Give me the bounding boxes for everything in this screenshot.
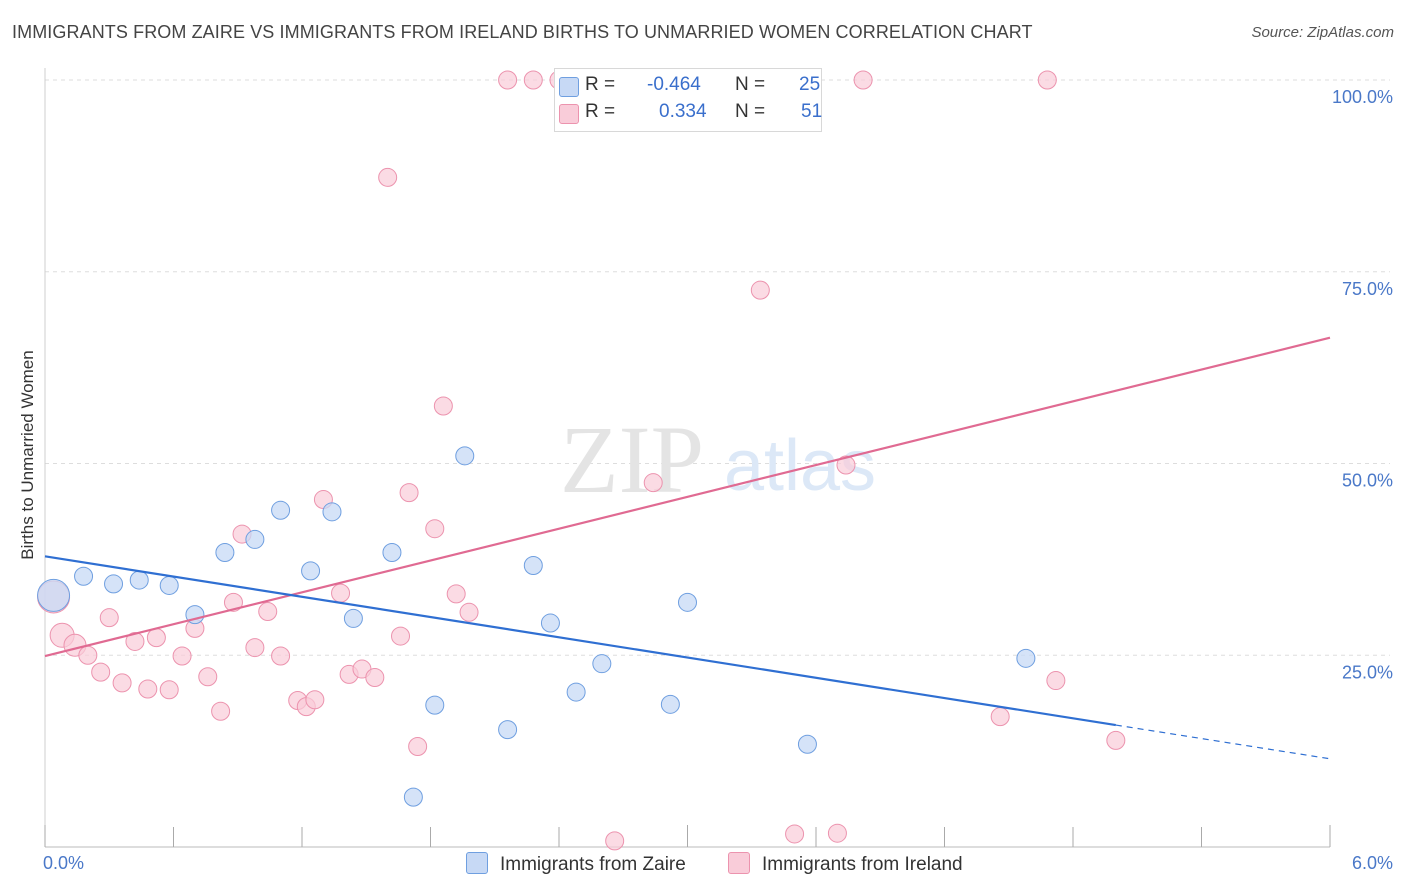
zaire-trend-extension (1115, 724, 1331, 760)
ireland-point (91, 662, 111, 682)
zaire-point (159, 575, 179, 595)
x-tick-label: 6.0% (1352, 853, 1393, 873)
ireland-point (750, 280, 770, 300)
watermark: ZIP atlas (560, 406, 876, 513)
zaire-point (498, 720, 518, 740)
correlation-legend: R = -0.464 N = 25 R = 0.334 N = 51 (554, 68, 822, 132)
zaire-point (343, 608, 363, 628)
zaire-point (37, 578, 71, 612)
zaire-point (660, 694, 680, 714)
ireland-point (159, 680, 179, 700)
ireland-point (258, 602, 278, 622)
chart-title: IMMIGRANTS FROM ZAIRE VS IMMIGRANTS FROM… (12, 22, 1033, 42)
bottom-legend-label-ireland: Immigrants from Ireland (762, 854, 963, 875)
gridlines (45, 79, 1390, 656)
zaire-point (455, 446, 475, 466)
ireland-point (853, 70, 873, 90)
bottom-legend-label-zaire: Immigrants from Zaire (500, 854, 686, 875)
ireland-point (245, 638, 265, 658)
zaire-points (37, 446, 1036, 807)
ireland-point (198, 667, 218, 687)
legend-swatch-ireland (559, 104, 579, 124)
watermark-zip: ZIP (560, 406, 704, 513)
axes (44, 68, 1331, 848)
legend-n-value-ireland: 51 (801, 101, 823, 122)
x-tick-label: 0.0% (43, 853, 84, 873)
ireland-point (399, 483, 419, 503)
ireland-point (78, 645, 98, 665)
ireland-point (99, 608, 119, 628)
ireland-point (785, 824, 805, 844)
y-tick-label: 100.0% (1332, 87, 1393, 107)
zaire-point (403, 787, 423, 807)
ireland-point (305, 690, 325, 710)
zaire-point (540, 613, 560, 633)
legend-r-label-zaire: R = (585, 74, 616, 95)
ireland-point (271, 646, 291, 666)
ireland-point (459, 602, 479, 622)
zaire-point (382, 542, 402, 562)
ireland-point (446, 584, 466, 604)
y-tick-label: 50.0% (1342, 471, 1393, 491)
legend-r-value-zaire: -0.464 (647, 74, 701, 95)
zaire-point (322, 502, 342, 522)
legend-swatch-zaire (559, 77, 579, 97)
ireland-point (211, 701, 231, 721)
zaire-point (592, 654, 612, 674)
zaire-point (104, 574, 124, 594)
ireland-point (391, 626, 411, 646)
tick-labels: 25.0% 50.0% 75.0% 100.0% 0.0% 6.0% (43, 87, 1393, 873)
ireland-point (425, 519, 445, 539)
ireland-point (125, 631, 145, 651)
ireland-point (1106, 730, 1126, 750)
legend-n-label-ireland: N = (735, 101, 766, 122)
bottom-legend-zaire: Immigrants from Zaire (466, 852, 686, 876)
ireland-point (498, 70, 518, 90)
zaire-point (129, 570, 149, 590)
zaire-point (215, 542, 235, 562)
ireland-point (523, 70, 543, 90)
legend-r-value-ireland: 0.334 (659, 101, 707, 122)
ireland-point (138, 679, 158, 699)
zaire-point (245, 529, 265, 549)
zaire-point (74, 566, 94, 586)
ireland-point (365, 667, 385, 687)
ireland-trend-line (44, 336, 1331, 658)
legend-n-value-zaire: 25 (799, 74, 821, 95)
ireland-point (408, 737, 428, 757)
ireland-point (1037, 70, 1057, 90)
zaire-point (797, 734, 817, 754)
ireland-point (146, 628, 166, 648)
ireland-point (433, 396, 453, 416)
ireland-point (827, 823, 847, 843)
ireland-point (331, 583, 351, 603)
zaire-point (271, 500, 291, 520)
ireland-point (172, 646, 192, 666)
y-tick-label: 75.0% (1342, 279, 1393, 299)
ireland-point (112, 673, 132, 693)
ireland-point (378, 167, 398, 187)
legend-n-label-zaire: N = (735, 74, 766, 95)
ireland-point (836, 455, 856, 475)
ireland-point (605, 831, 625, 851)
zaire-point (425, 695, 445, 715)
bottom-legend-swatch-zaire (466, 852, 488, 874)
legend-r-label-ireland: R = (585, 101, 616, 122)
bottom-legend-ireland: Immigrants from Ireland (728, 852, 963, 876)
ireland-point (990, 707, 1010, 727)
zaire-point (301, 561, 321, 581)
ireland-point (643, 473, 663, 493)
zaire-point (1016, 648, 1036, 668)
ireland-point (223, 592, 243, 612)
source-credit: Source: ZipAtlas.com (1251, 24, 1394, 41)
zaire-point (566, 682, 586, 702)
bottom-legend-swatch-ireland (728, 852, 750, 874)
y-tick-label: 25.0% (1342, 662, 1393, 682)
trend-lines (44, 336, 1331, 760)
zaire-point (523, 556, 543, 576)
zaire-trend-line (44, 555, 1117, 727)
zaire-point (678, 592, 697, 612)
ireland-point (1046, 671, 1066, 691)
